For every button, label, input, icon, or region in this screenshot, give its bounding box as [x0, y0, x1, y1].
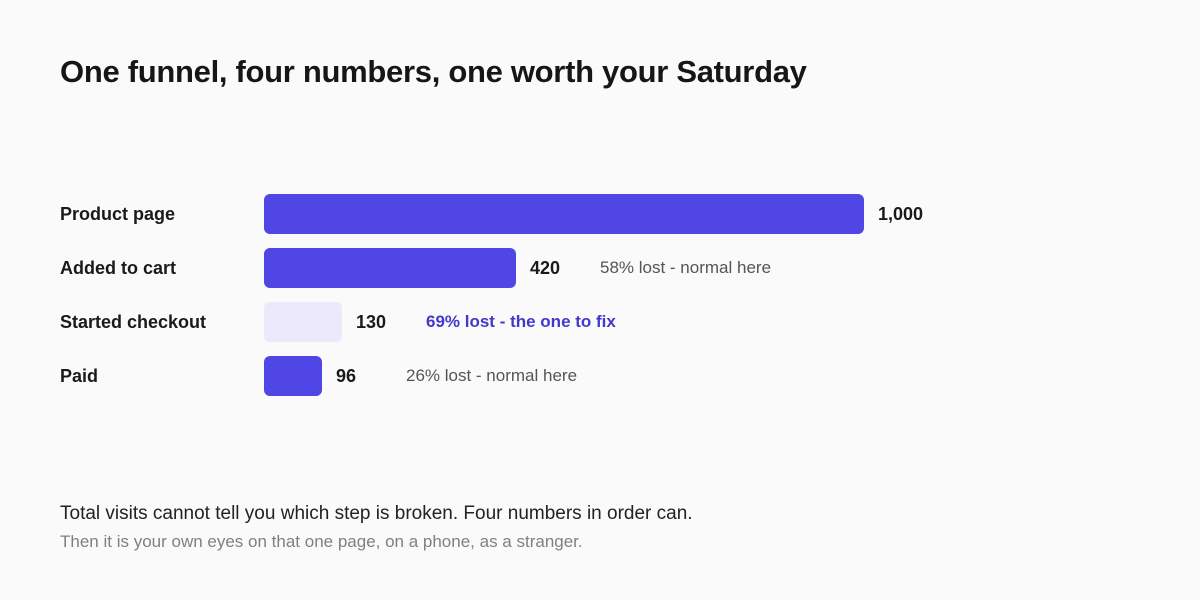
- bar-value-label: 130: [356, 312, 387, 332]
- funnel-row: Product page 1,000: [0, 194, 1200, 234]
- funnel-bar: [264, 194, 864, 234]
- dropoff-annotation: 69% lost - the one to fix: [426, 312, 616, 331]
- funnel-row: Added to cart 420 58% lost - normal here: [0, 248, 1200, 288]
- footer-subtext: Then it is your own eyes on that one pag…: [60, 532, 583, 551]
- step-label: Paid: [60, 366, 99, 386]
- bar-value-label: 420: [530, 258, 561, 278]
- funnel-bar: [264, 248, 516, 288]
- funnel-row: Paid 96 26% lost - normal here: [0, 356, 1200, 396]
- funnel-row: Started checkout 130 69% lost - the one to…: [0, 302, 1200, 342]
- funnel-bar: [264, 302, 342, 342]
- dropoff-annotation: 58% lost - normal here: [600, 258, 772, 277]
- bar-value-label: 1,000: [878, 204, 924, 224]
- step-label: Added to cart: [60, 258, 177, 278]
- bar-value-label: 96: [336, 366, 357, 386]
- dropoff-annotation: 26% lost - normal here: [406, 366, 578, 385]
- footer-takeaway: Total visits cannot tell you which step …: [60, 503, 693, 524]
- chart-title: One funnel, four numbers, one worth your…: [60, 54, 807, 89]
- funnel-bar: [264, 356, 322, 396]
- step-label: Started checkout: [60, 312, 207, 332]
- step-label: Product page: [60, 204, 176, 224]
